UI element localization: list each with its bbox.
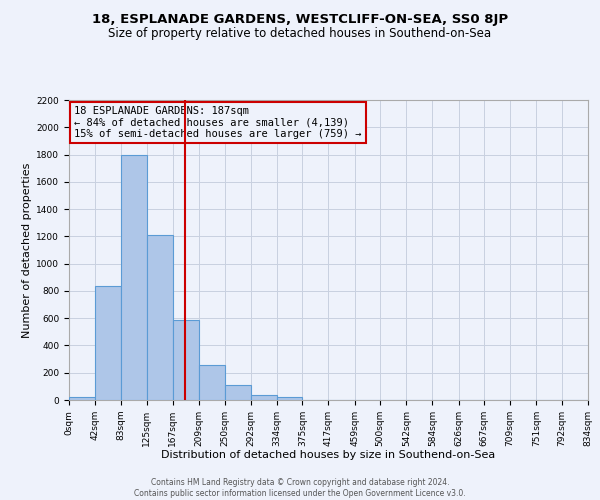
Bar [251, 394, 277, 400]
X-axis label: Distribution of detached houses by size in Southend-on-Sea: Distribution of detached houses by size … [161, 450, 496, 460]
Bar [147, 235, 173, 400]
Bar [199, 365, 224, 400]
Bar [69, 396, 95, 400]
Y-axis label: Number of detached properties: Number of detached properties [22, 162, 32, 338]
Bar [121, 154, 147, 400]
Text: Contains HM Land Registry data © Crown copyright and database right 2024.
Contai: Contains HM Land Registry data © Crown c… [134, 478, 466, 498]
Text: 18, ESPLANADE GARDENS, WESTCLIFF-ON-SEA, SS0 8JP: 18, ESPLANADE GARDENS, WESTCLIFF-ON-SEA,… [92, 12, 508, 26]
Bar [173, 320, 199, 400]
Bar [277, 396, 302, 400]
Bar [95, 286, 121, 400]
Text: Size of property relative to detached houses in Southend-on-Sea: Size of property relative to detached ho… [109, 28, 491, 40]
Text: 18 ESPLANADE GARDENS: 187sqm
← 84% of detached houses are smaller (4,139)
15% of: 18 ESPLANADE GARDENS: 187sqm ← 84% of de… [74, 106, 362, 139]
Bar [224, 385, 251, 400]
